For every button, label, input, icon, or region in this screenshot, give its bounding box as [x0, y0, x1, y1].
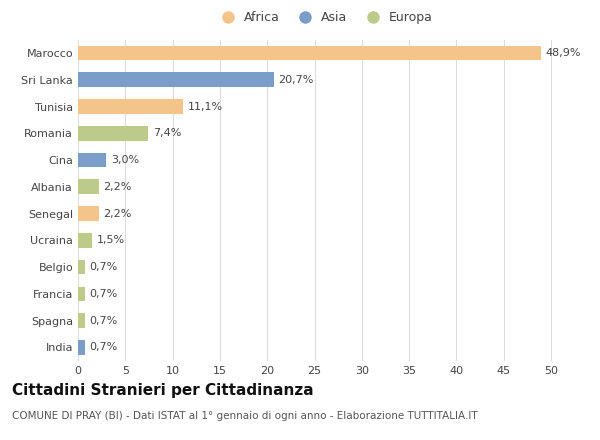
Text: 0,7%: 0,7%	[89, 289, 118, 299]
Text: 2,2%: 2,2%	[104, 182, 132, 192]
Legend: Africa, Asia, Europa: Africa, Asia, Europa	[213, 9, 435, 27]
Text: 0,7%: 0,7%	[89, 342, 118, 352]
Text: 20,7%: 20,7%	[278, 75, 314, 85]
Bar	[78, 126, 148, 141]
Bar	[78, 260, 85, 275]
Bar	[78, 46, 541, 60]
Text: 1,5%: 1,5%	[97, 235, 125, 246]
Bar	[78, 206, 99, 221]
Text: 0,7%: 0,7%	[89, 315, 118, 326]
Text: COMUNE DI PRAY (BI) - Dati ISTAT al 1° gennaio di ogni anno - Elaborazione TUTTI: COMUNE DI PRAY (BI) - Dati ISTAT al 1° g…	[12, 411, 478, 422]
Bar	[78, 286, 85, 301]
Text: 48,9%: 48,9%	[545, 48, 581, 58]
Bar	[78, 180, 99, 194]
Text: 3,0%: 3,0%	[111, 155, 139, 165]
Bar	[78, 313, 85, 328]
Text: 11,1%: 11,1%	[188, 102, 223, 111]
Text: 0,7%: 0,7%	[89, 262, 118, 272]
Text: 2,2%: 2,2%	[104, 209, 132, 219]
Bar	[78, 99, 183, 114]
Bar	[78, 73, 274, 87]
Bar	[78, 233, 92, 248]
Bar	[78, 153, 106, 167]
Text: 7,4%: 7,4%	[153, 128, 181, 138]
Text: Cittadini Stranieri per Cittadinanza: Cittadini Stranieri per Cittadinanza	[12, 383, 314, 398]
Bar	[78, 340, 85, 355]
